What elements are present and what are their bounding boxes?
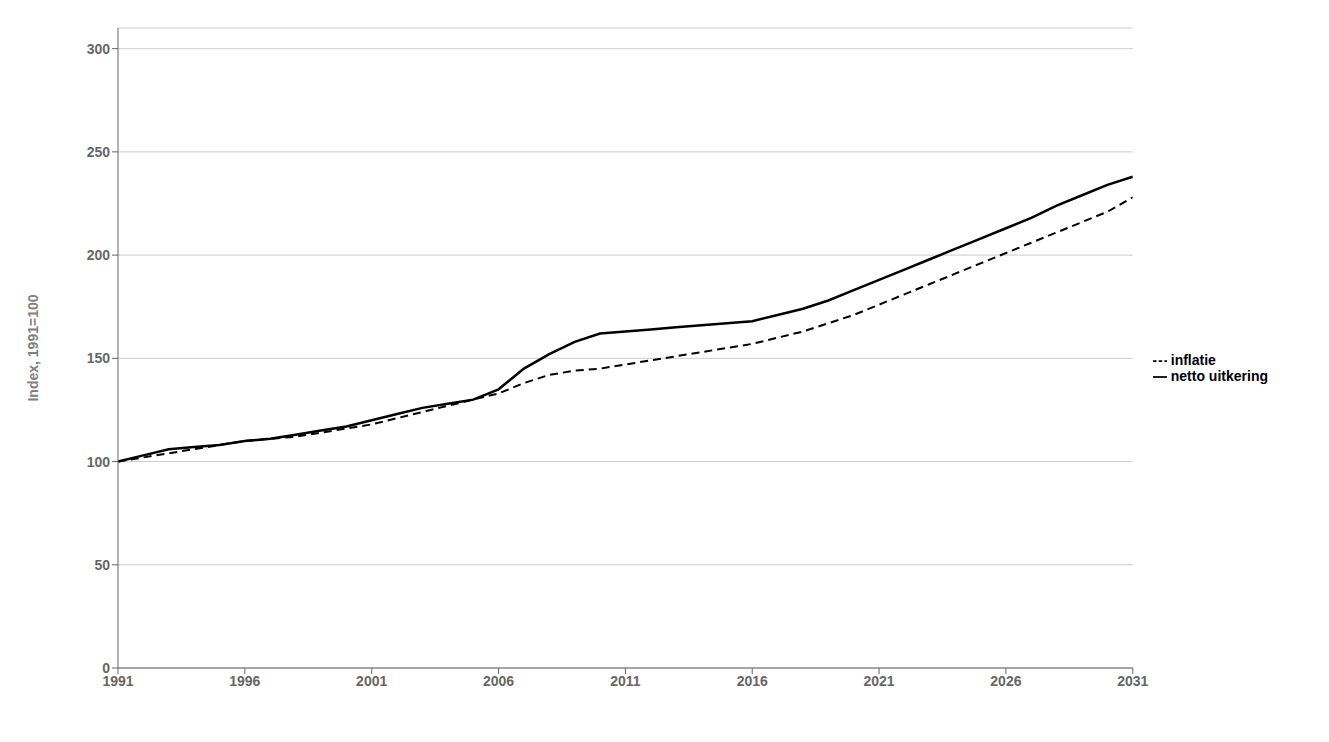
html-text:inflatie: inflatie — [1170, 351, 1216, 368]
svg-text:2021: 2021 — [863, 673, 894, 689]
svg-text:50: 50 — [94, 557, 110, 573]
svg-text:2031: 2031 — [1117, 673, 1148, 689]
svg-text:2001: 2001 — [356, 673, 387, 689]
svg-text:150: 150 — [87, 350, 111, 366]
svg-text:0: 0 — [102, 660, 110, 676]
svg-text:2026: 2026 — [990, 673, 1021, 689]
svg-text:1996: 1996 — [229, 673, 260, 689]
svg-text:Index, 1991=100: Index, 1991=100 — [25, 294, 41, 401]
svg-text:1991: 1991 — [102, 672, 134, 689]
svg-text:100: 100 — [87, 454, 111, 470]
svg-text:300: 300 — [87, 41, 111, 57]
html-text:netto uitkering: netto uitkering — [1170, 368, 1268, 384]
svg-text:2006: 2006 — [483, 673, 514, 689]
svg-text:2016: 2016 — [737, 673, 768, 689]
svg-text:250: 250 — [87, 144, 111, 160]
svg-text:200: 200 — [87, 247, 111, 263]
svg-text:2011: 2011 — [610, 673, 641, 689]
